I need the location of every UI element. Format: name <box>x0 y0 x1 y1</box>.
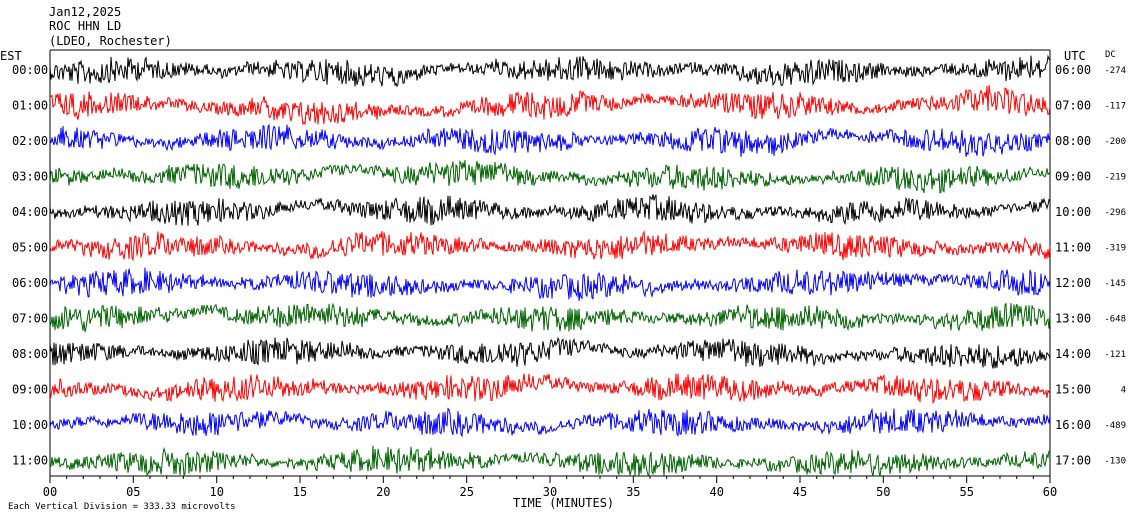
trace-row-0100 <box>49 84 1051 126</box>
est-hour-label: 04:00 <box>12 205 48 219</box>
dc-offset-value: 4 <box>1121 386 1126 396</box>
utc-hour-label: 08:00 <box>1055 134 1091 148</box>
utc-hour-label: 14:00 <box>1055 347 1091 361</box>
x-tick-layer: 00 05 10 15 20 25 30 35 40 45 50 55 60 <box>43 476 1057 499</box>
utc-hour-label: 09:00 <box>1055 170 1091 184</box>
trace-row-0900 <box>49 373 1051 404</box>
x-tick-label: 60 <box>1043 485 1057 499</box>
utc-axis-label: UTC <box>1064 49 1086 63</box>
dc-offset-value: -219 <box>1104 173 1126 183</box>
header-date: Jan12,2025 <box>49 5 121 19</box>
dc-offset-value: -648 <box>1104 315 1126 325</box>
utc-hour-label: 16:00 <box>1055 418 1091 432</box>
x-tick-label: 45 <box>793 485 807 499</box>
trace-row-0500 <box>49 230 1051 262</box>
dc-offset-value: -319 <box>1104 244 1126 254</box>
x-tick-label: 10 <box>209 485 223 499</box>
utc-hour-label: 17:00 <box>1055 454 1091 468</box>
dc-offset-value: -145 <box>1104 279 1126 289</box>
dc-offset-value: -274 <box>1104 66 1126 76</box>
trace-row-1000 <box>49 407 1051 438</box>
utc-hour-label: 15:00 <box>1055 383 1091 397</box>
trace-row-0700 <box>49 302 1051 333</box>
est-hour-label: 06:00 <box>12 276 48 290</box>
est-hour-label: 05:00 <box>12 241 48 255</box>
x-tick-label: 35 <box>626 485 640 499</box>
utc-hour-label: 10:00 <box>1055 205 1091 219</box>
x-tick-label: 15 <box>293 485 307 499</box>
x-tick-label: 05 <box>126 485 140 499</box>
x-tick-label: 25 <box>459 485 473 499</box>
est-hour-label: 09:00 <box>12 383 48 397</box>
dc-column-label: DC <box>1105 50 1116 60</box>
trace-row-1100 <box>49 445 1051 477</box>
utc-hour-label: 13:00 <box>1055 312 1091 326</box>
trace-row-0000 <box>49 54 1051 88</box>
x-tick-label: 40 <box>709 485 723 499</box>
trace-row-0300 <box>49 159 1051 194</box>
utc-hour-label: 07:00 <box>1055 99 1091 113</box>
est-hour-label: 07:00 <box>12 312 48 326</box>
x-tick-label: 55 <box>959 485 973 499</box>
utc-hour-label: 06:00 <box>1055 63 1091 77</box>
est-hour-label: 10:00 <box>12 418 48 432</box>
est-hour-label: 00:00 <box>12 63 48 77</box>
dc-offset-value: -117 <box>1104 102 1126 112</box>
trace-layer <box>49 54 1051 477</box>
x-tick-label: 00 <box>43 485 57 499</box>
trace-row-0200 <box>49 123 1051 157</box>
x-tick-label: 30 <box>543 485 557 499</box>
est-hour-label: 08:00 <box>12 347 48 361</box>
footer-note: Each Vertical Division = 333.33 microvol… <box>8 502 236 512</box>
est-hour-label: 02:00 <box>12 134 48 148</box>
x-tick-label: 50 <box>876 485 890 499</box>
trace-row-0400 <box>49 194 1051 226</box>
est-hour-label: 03:00 <box>12 170 48 184</box>
x-tick-label: 20 <box>376 485 390 499</box>
dc-offset-value: -296 <box>1104 208 1126 218</box>
est-hour-label: 01:00 <box>12 99 48 113</box>
est-axis-label: EST <box>0 49 22 63</box>
row-label-layer: 00:00 06:00 -274 01:00 07:00 -117 02:00 08:00 -2… <box>12 63 1126 468</box>
dc-offset-value: -121 <box>1104 350 1126 360</box>
dc-offset-value: -130 <box>1104 457 1126 467</box>
dc-offset-value: -200 <box>1104 137 1126 147</box>
trace-row-0800 <box>49 336 1051 369</box>
utc-hour-label: 11:00 <box>1055 241 1091 255</box>
header-station: ROC HHN LD <box>49 19 121 33</box>
utc-hour-label: 12:00 <box>1055 276 1091 290</box>
dc-offset-value: -489 <box>1104 421 1126 431</box>
header-network: (LDEO, Rochester) <box>49 34 172 48</box>
est-hour-label: 11:00 <box>12 454 48 468</box>
trace-row-0600 <box>49 267 1051 301</box>
x-axis-title: TIME (MINUTES) <box>513 496 614 510</box>
